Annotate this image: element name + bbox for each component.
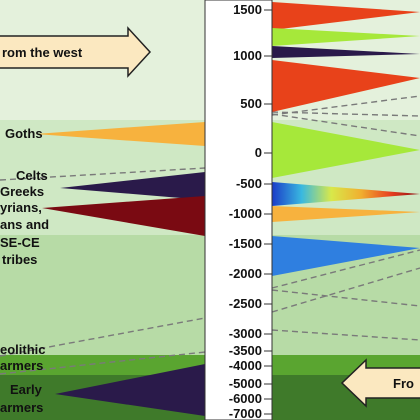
- timeline-tick-label: -2500: [229, 296, 262, 311]
- label-greeks: Greeks: [0, 184, 44, 199]
- timeline-tick-label: 1500: [233, 2, 262, 17]
- label-se-ce: SE-CE: [0, 235, 40, 250]
- dashed-link: [271, 113, 420, 137]
- arrow-from-west: rom the west: [0, 26, 152, 78]
- wedge-red-top: [272, 2, 420, 30]
- timeline-tick-label: -1500: [229, 236, 262, 251]
- wedge-blue: [272, 236, 420, 276]
- label-tribes: tribes: [2, 252, 37, 267]
- label-farmers-early: armers: [0, 400, 43, 415]
- label-early: Early: [10, 382, 43, 397]
- dashed-link: [271, 111, 420, 117]
- label-ans-and: ans and: [0, 217, 49, 232]
- arrow-west-shape: [0, 26, 152, 78]
- celts-greeks-wedge: [60, 172, 205, 200]
- arrow-from-east: Fro: [340, 358, 420, 408]
- timeline-tick-label: -500: [236, 176, 262, 191]
- timeline-tick-label: -5000: [229, 376, 262, 391]
- label-celts: Celts: [16, 168, 48, 183]
- timeline-tick-label: 1000: [233, 48, 262, 63]
- label-goths: Goths: [5, 126, 43, 141]
- wedge-lime-large: [272, 122, 420, 178]
- timeline-tick-label: -2000: [229, 266, 262, 281]
- timeline-tick-label: -3500: [229, 343, 262, 358]
- arrow-east-label: Fro: [393, 376, 414, 391]
- wedge-red-large: [272, 60, 420, 112]
- early-farmers-wedge: [55, 364, 205, 416]
- wedge-rainbow: [272, 182, 420, 206]
- timeline-tick-label: 500: [240, 96, 262, 111]
- timeline-tick-label: -4000: [229, 358, 262, 373]
- timeline-ticks: 1500 1000 500 0 -500 -1000 -1500 -2000 -2500 -300…: [229, 2, 272, 420]
- label-illyrians: yrians,: [0, 200, 42, 215]
- timeline-tick-label: -7000: [229, 406, 262, 420]
- dashed-link: [0, 317, 206, 357]
- dashed-link: [271, 329, 420, 341]
- dashed-link: [271, 249, 420, 289]
- dashed-links: [0, 95, 420, 375]
- wedge-orange: [272, 206, 420, 222]
- label-neolithic: eolithic: [0, 342, 46, 357]
- timeline-tick-label: -3000: [229, 326, 262, 341]
- timeline-tick-label: 0: [255, 145, 262, 160]
- arrow-west-label: rom the west: [2, 45, 83, 60]
- illyrians-wedge: [42, 196, 205, 236]
- dashed-link: [0, 167, 206, 181]
- wedge-lime-top: [272, 28, 420, 46]
- wedge-purple-top: [272, 46, 420, 58]
- timeline-column: [204, 0, 273, 420]
- timeline-tick-label: -6000: [229, 391, 262, 406]
- dashed-link: [271, 95, 420, 116]
- dashed-link: [271, 289, 420, 307]
- dashed-link: [0, 351, 206, 375]
- dashed-link: [271, 267, 420, 313]
- timeline-tick-label: -1000: [229, 206, 262, 221]
- goths-wedge: [35, 122, 205, 146]
- label-farmers-neolithic: armers: [0, 358, 43, 373]
- arrow-east-shape: [340, 358, 420, 408]
